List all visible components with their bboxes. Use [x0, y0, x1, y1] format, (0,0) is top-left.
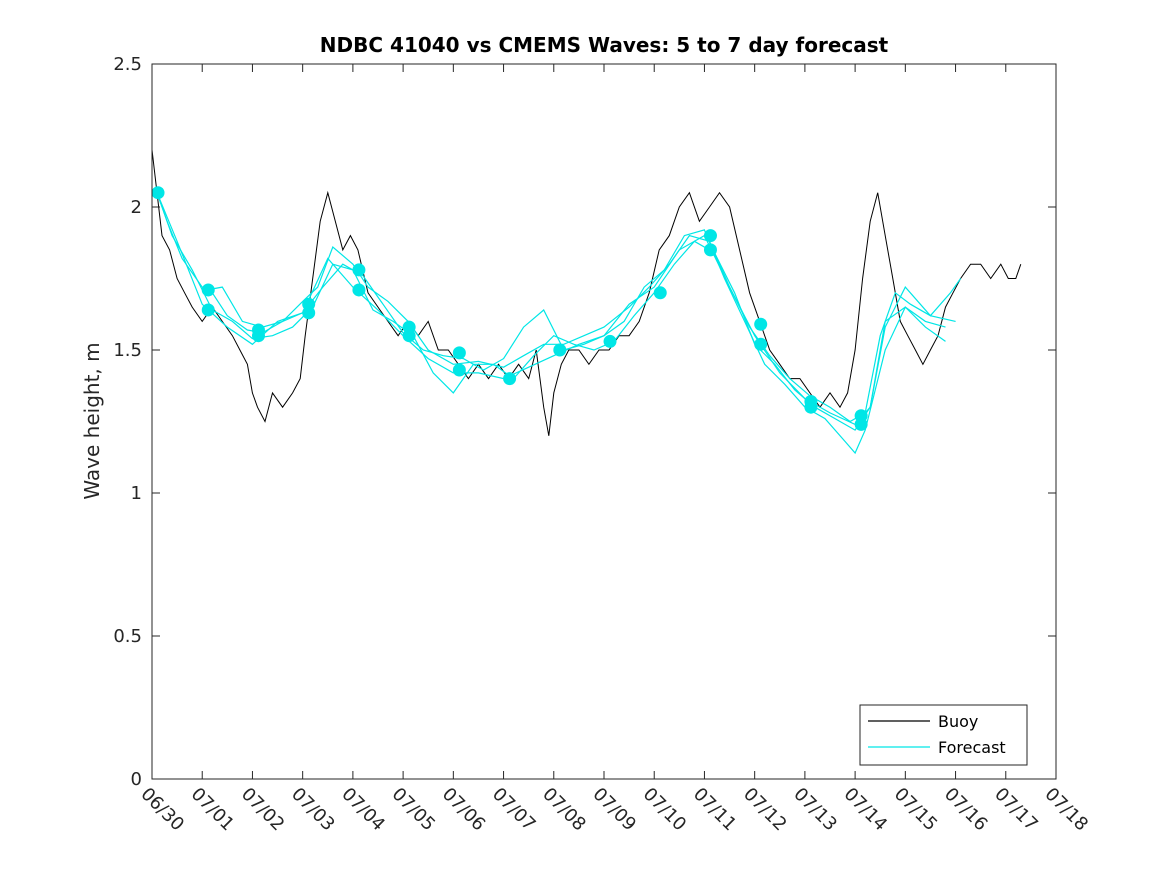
plot-area — [152, 64, 1056, 779]
forecast-marker — [151, 186, 165, 200]
legend-label-buoy: Buoy — [938, 712, 978, 731]
forecast-marker — [503, 372, 517, 386]
forecast-marker — [201, 303, 215, 317]
y-tick-label: 0.5 — [113, 626, 142, 647]
forecast-marker — [703, 229, 717, 243]
forecast-marker — [653, 286, 667, 300]
forecast-marker — [854, 417, 868, 431]
forecast-series-line-2 — [156, 192, 946, 431]
forecast-marker — [402, 329, 416, 343]
buoy-series-line — [151, 149, 1022, 436]
forecast-series-line-4 — [156, 192, 956, 426]
forecast-marker — [352, 263, 366, 277]
forecast-marker — [754, 337, 768, 351]
forecast-marker — [603, 334, 617, 348]
forecast-marker — [754, 317, 768, 331]
forecast-marker — [452, 363, 466, 377]
chart-title: NDBC 41040 vs CMEMS Waves: 5 to 7 day fo… — [320, 33, 889, 57]
forecast-marker — [352, 283, 366, 297]
legend-box — [859, 704, 1028, 766]
legend: Buoy Forecast — [859, 704, 1028, 766]
forecast-marker — [201, 283, 215, 297]
y-tick-label: 2.5 — [113, 54, 142, 75]
y-tick-label: 0 — [131, 769, 142, 790]
forecast-marker — [553, 343, 567, 357]
y-tick-label: 2 — [131, 197, 142, 218]
forecast-series-line-1 — [156, 192, 962, 423]
y-tick-label: 1.5 — [113, 340, 142, 361]
forecast-marker — [452, 346, 466, 360]
y-axis-label: Wave height, m — [80, 342, 104, 499]
forecast-marker — [302, 306, 316, 320]
forecast-marker — [703, 243, 717, 257]
forecast-marker — [804, 400, 818, 414]
forecast-marker — [251, 329, 265, 343]
legend-label-forecast: Forecast — [938, 738, 1006, 757]
y-tick-label: 1 — [131, 483, 142, 504]
forecast-series-line-3 — [207, 229, 946, 455]
